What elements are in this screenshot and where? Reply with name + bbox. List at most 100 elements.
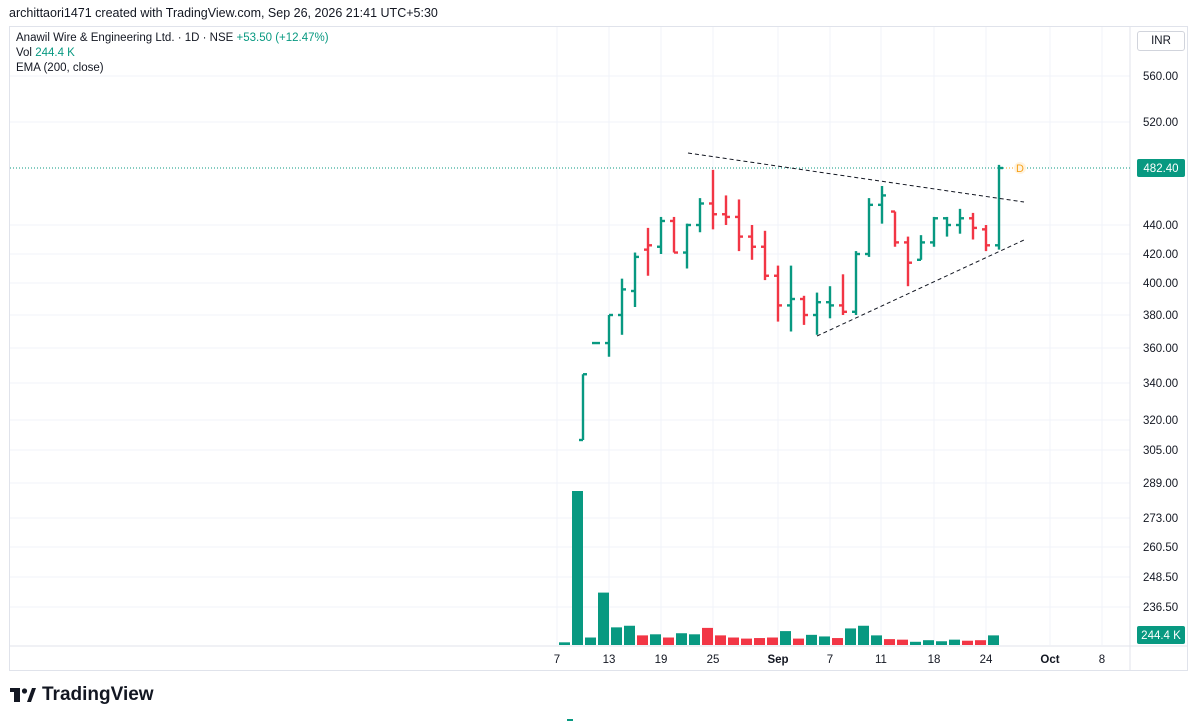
price-tick-label: 360.00 [1143, 343, 1178, 355]
ohlc-bar [956, 208, 964, 234]
volume-bar [650, 634, 661, 645]
volume-bar [780, 631, 791, 645]
volume-bar [910, 641, 921, 645]
ohlc-bar [787, 265, 795, 332]
volume-bar [689, 634, 700, 645]
volume-bar [819, 636, 830, 645]
chart-frame [9, 26, 1188, 671]
ohlc-bar [722, 195, 730, 225]
ohlc-bar [709, 169, 717, 230]
time-tick-label: 24 [980, 654, 993, 666]
ohlc-bar [995, 164, 1003, 250]
ohlc-bar [800, 295, 808, 325]
volume-bar [858, 625, 869, 645]
price-tick-label: 273.00 [1143, 513, 1178, 525]
price-tick-label: 260.50 [1143, 542, 1178, 554]
ohlc-bar [865, 198, 873, 257]
tradingview-logo-icon [10, 688, 36, 702]
symbol-row: Anawil Wire & Engineering Ltd. · 1D · NS… [16, 31, 329, 46]
volume-bar [728, 637, 739, 645]
ohlc-bar [579, 373, 587, 442]
volume-bar [767, 637, 778, 645]
volume-bar [715, 635, 726, 645]
ohlc-bar [930, 216, 938, 247]
ohlc-bar [839, 274, 847, 315]
time-tick-label: Sep [767, 654, 788, 666]
price-tick-label: 248.50 [1143, 572, 1178, 584]
price-tick-label: 560.00 [1143, 71, 1178, 83]
volume-bar [793, 638, 804, 645]
volume-axis-label: 244.4 K [1141, 630, 1181, 642]
ohlc-bar [891, 210, 899, 247]
volume-bar [897, 639, 908, 645]
volume-bar [637, 635, 648, 645]
ohlc-bar [852, 251, 860, 315]
last-price-badge [1137, 159, 1185, 177]
volume-bar [923, 640, 934, 645]
ohlc-bar [982, 225, 990, 252]
price-tick-label: 400.00 [1143, 278, 1178, 290]
price-tick-label: 440.00 [1143, 220, 1178, 232]
ohlc-bar [943, 216, 951, 237]
price-tick-label: 420.00 [1143, 249, 1178, 261]
price-tick-label: 320.00 [1143, 415, 1178, 427]
ohlc-bar [696, 198, 704, 233]
symbol-title[interactable]: Anawil Wire & Engineering Ltd. · 1D · NS… [16, 32, 234, 44]
price-tick-label: 289.00 [1143, 478, 1178, 490]
volume-bar [598, 592, 609, 645]
volume-bar [962, 640, 973, 645]
time-tick-label: 8 [1099, 654, 1105, 666]
ohlc-bar [969, 212, 977, 240]
volume-bar [949, 639, 960, 645]
volume-bar [676, 633, 687, 645]
volume-bar [871, 635, 882, 645]
time-tick-label: 7 [554, 654, 560, 666]
volume-bar [663, 637, 674, 645]
last-price-label: 482.40 [1143, 163, 1178, 175]
ohlc-bar [657, 216, 665, 254]
volume-bar [702, 627, 713, 645]
ema-row: EMA (200, close) [16, 61, 329, 76]
price-tick-label: 380.00 [1143, 310, 1178, 322]
time-tick-label: 13 [603, 654, 616, 666]
volume-bar [845, 628, 856, 645]
price-tick-label: 236.50 [1143, 602, 1178, 614]
volume-bar [806, 634, 817, 645]
price-tick-label: 340.00 [1143, 378, 1178, 390]
volume-bar [975, 640, 986, 645]
price-tick-label: 305.00 [1143, 445, 1178, 457]
volume-row: Vol 244.4 K [16, 46, 329, 61]
trendline-upper [687, 152, 1025, 203]
ohlc-bar [631, 252, 639, 307]
time-tick-label: 18 [928, 654, 941, 666]
time-tick-label: Oct [1040, 654, 1059, 666]
price-change: +53.50 (+12.47%) [236, 32, 329, 44]
dividend-marker [1014, 162, 1026, 174]
time-tick-label: 25 [707, 654, 720, 666]
tradingview-wordmark: TradingView [42, 684, 154, 705]
volume-badge [1137, 626, 1185, 644]
ohlc-bar [670, 216, 678, 254]
trendline-lower [816, 239, 1025, 337]
volume-bar [611, 627, 622, 645]
volume-bar [754, 638, 765, 645]
created-by-line: archittaori1471 created with TradingView… [9, 6, 438, 20]
ohlc-bar [878, 186, 886, 224]
ohlc-bar [735, 199, 743, 252]
volume-bar [624, 625, 635, 645]
volume-label[interactable]: Vol [16, 47, 32, 59]
volume-bar [741, 638, 752, 645]
ema-label[interactable]: EMA (200, close) [16, 62, 104, 74]
dividend-marker-label: D [1016, 163, 1024, 175]
tradingview-logo: TradingView [10, 684, 154, 706]
ohlc-bar [826, 286, 834, 319]
time-tick-label: 11 [875, 654, 887, 666]
volume-bar [988, 635, 999, 645]
volume-value: 244.4 K [35, 47, 75, 59]
ohlc-bar [644, 227, 652, 276]
ohlc-bar [761, 230, 769, 281]
currency-button[interactable]: INR [1137, 31, 1185, 51]
volume-bar [936, 641, 947, 645]
ohlc-bar [683, 223, 691, 269]
